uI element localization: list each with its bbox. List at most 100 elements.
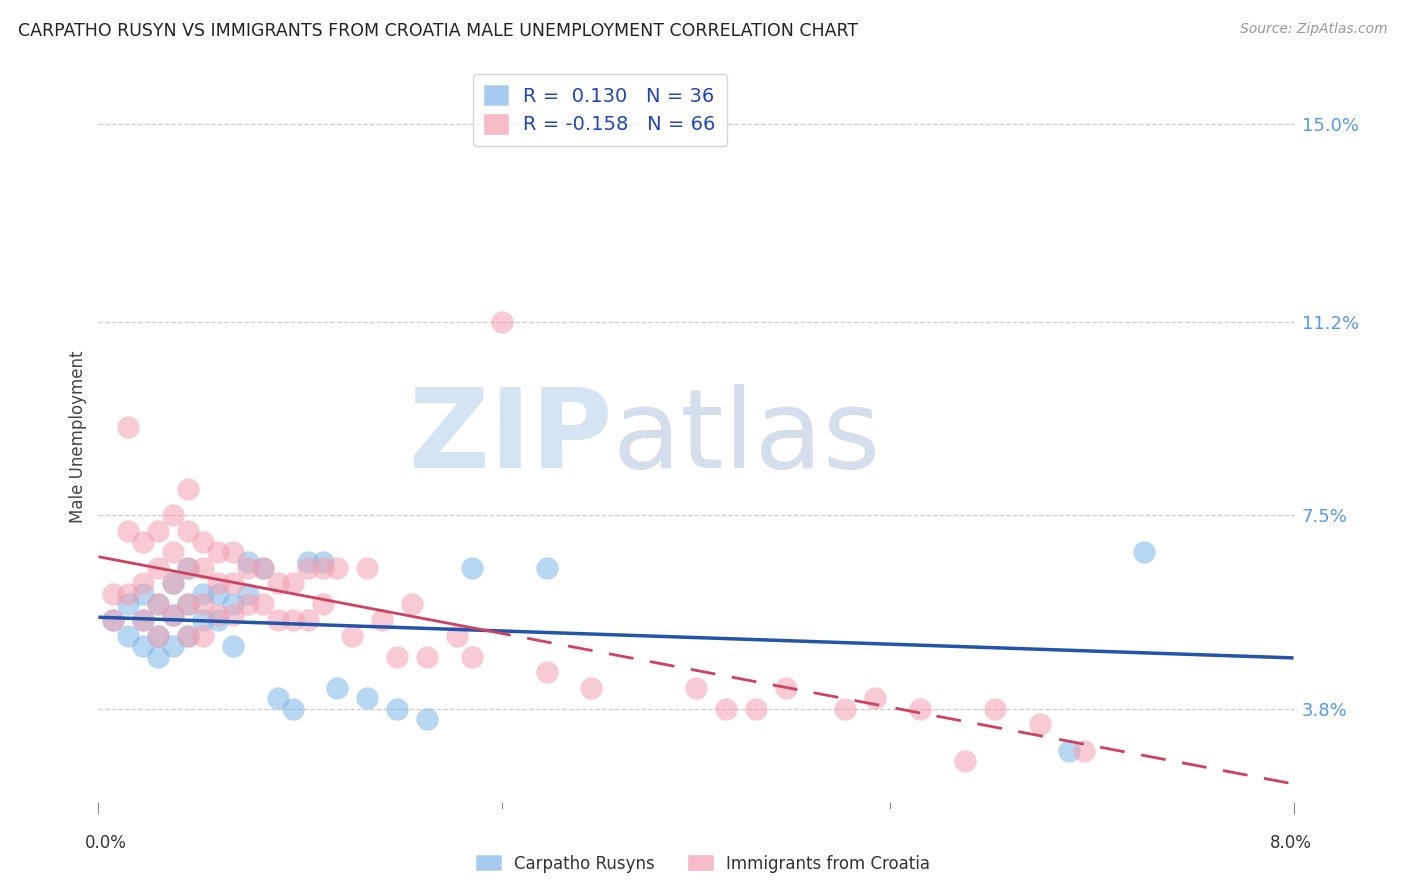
Point: [536, 560, 558, 574]
Point: [252, 597, 274, 611]
Point: [207, 607, 229, 622]
Point: [207, 613, 229, 627]
Point: [177, 560, 200, 574]
Point: [132, 587, 155, 601]
Point: [834, 702, 856, 716]
Point: [953, 754, 976, 768]
Point: [148, 597, 170, 611]
Point: [385, 702, 409, 716]
Point: [177, 483, 200, 497]
Point: [132, 613, 155, 627]
Point: [177, 524, 200, 538]
Point: [236, 556, 259, 570]
Point: [162, 607, 184, 622]
Point: [236, 560, 259, 574]
Text: Source: ZipAtlas.com: Source: ZipAtlas.com: [1240, 22, 1388, 37]
Point: [222, 545, 245, 559]
Point: [132, 613, 155, 627]
Point: [222, 597, 245, 611]
Point: [222, 639, 245, 653]
Point: [297, 613, 319, 627]
Point: [207, 545, 229, 559]
Point: [117, 419, 139, 434]
Point: [162, 639, 184, 653]
Point: [207, 576, 229, 591]
Point: [745, 702, 768, 716]
Point: [132, 534, 155, 549]
Point: [162, 607, 184, 622]
Y-axis label: Male Unemployment: Male Unemployment: [69, 351, 87, 524]
Point: [267, 576, 290, 591]
Text: 8.0%: 8.0%: [1270, 834, 1312, 852]
Point: [103, 613, 125, 627]
Point: [908, 702, 931, 716]
Text: 0.0%: 0.0%: [84, 834, 127, 852]
Point: [148, 629, 170, 643]
Point: [1059, 743, 1081, 757]
Point: [1073, 743, 1095, 757]
Point: [297, 556, 319, 570]
Point: [148, 560, 170, 574]
Point: [326, 681, 349, 695]
Point: [117, 597, 139, 611]
Legend: Carpatho Rusyns, Immigrants from Croatia: Carpatho Rusyns, Immigrants from Croatia: [470, 848, 936, 880]
Point: [775, 681, 797, 695]
Point: [446, 629, 468, 643]
Point: [236, 597, 259, 611]
Point: [103, 587, 125, 601]
Point: [281, 702, 304, 716]
Point: [207, 587, 229, 601]
Point: [311, 556, 333, 570]
Point: [267, 691, 290, 706]
Point: [685, 681, 707, 695]
Point: [1133, 545, 1156, 559]
Point: [117, 587, 139, 601]
Point: [297, 560, 319, 574]
Point: [267, 613, 290, 627]
Point: [311, 597, 333, 611]
Legend: R =  0.130   N = 36, R = -0.158   N = 66: R = 0.130 N = 36, R = -0.158 N = 66: [472, 74, 727, 146]
Point: [177, 597, 200, 611]
Point: [371, 613, 394, 627]
Point: [162, 508, 184, 523]
Text: CARPATHO RUSYN VS IMMIGRANTS FROM CROATIA MALE UNEMPLOYMENT CORRELATION CHART: CARPATHO RUSYN VS IMMIGRANTS FROM CROATI…: [18, 22, 859, 40]
Point: [162, 576, 184, 591]
Point: [177, 597, 200, 611]
Point: [148, 649, 170, 664]
Point: [356, 691, 378, 706]
Point: [342, 629, 364, 643]
Point: [491, 315, 513, 329]
Point: [252, 560, 274, 574]
Point: [311, 560, 333, 574]
Point: [191, 629, 214, 643]
Point: [117, 524, 139, 538]
Point: [148, 597, 170, 611]
Point: [581, 681, 603, 695]
Point: [252, 560, 274, 574]
Text: atlas: atlas: [613, 384, 880, 491]
Point: [281, 576, 304, 591]
Point: [191, 587, 214, 601]
Point: [148, 524, 170, 538]
Point: [191, 534, 214, 549]
Point: [1028, 717, 1050, 731]
Point: [865, 691, 887, 706]
Point: [236, 587, 259, 601]
Point: [222, 607, 245, 622]
Point: [984, 702, 1007, 716]
Point: [356, 560, 378, 574]
Point: [385, 649, 409, 664]
Point: [191, 560, 214, 574]
Point: [177, 560, 200, 574]
Point: [191, 613, 214, 627]
Point: [416, 712, 439, 726]
Point: [401, 597, 423, 611]
Point: [416, 649, 439, 664]
Point: [162, 545, 184, 559]
Point: [177, 629, 200, 643]
Point: [714, 702, 737, 716]
Point: [132, 639, 155, 653]
Point: [148, 629, 170, 643]
Point: [103, 613, 125, 627]
Point: [326, 560, 349, 574]
